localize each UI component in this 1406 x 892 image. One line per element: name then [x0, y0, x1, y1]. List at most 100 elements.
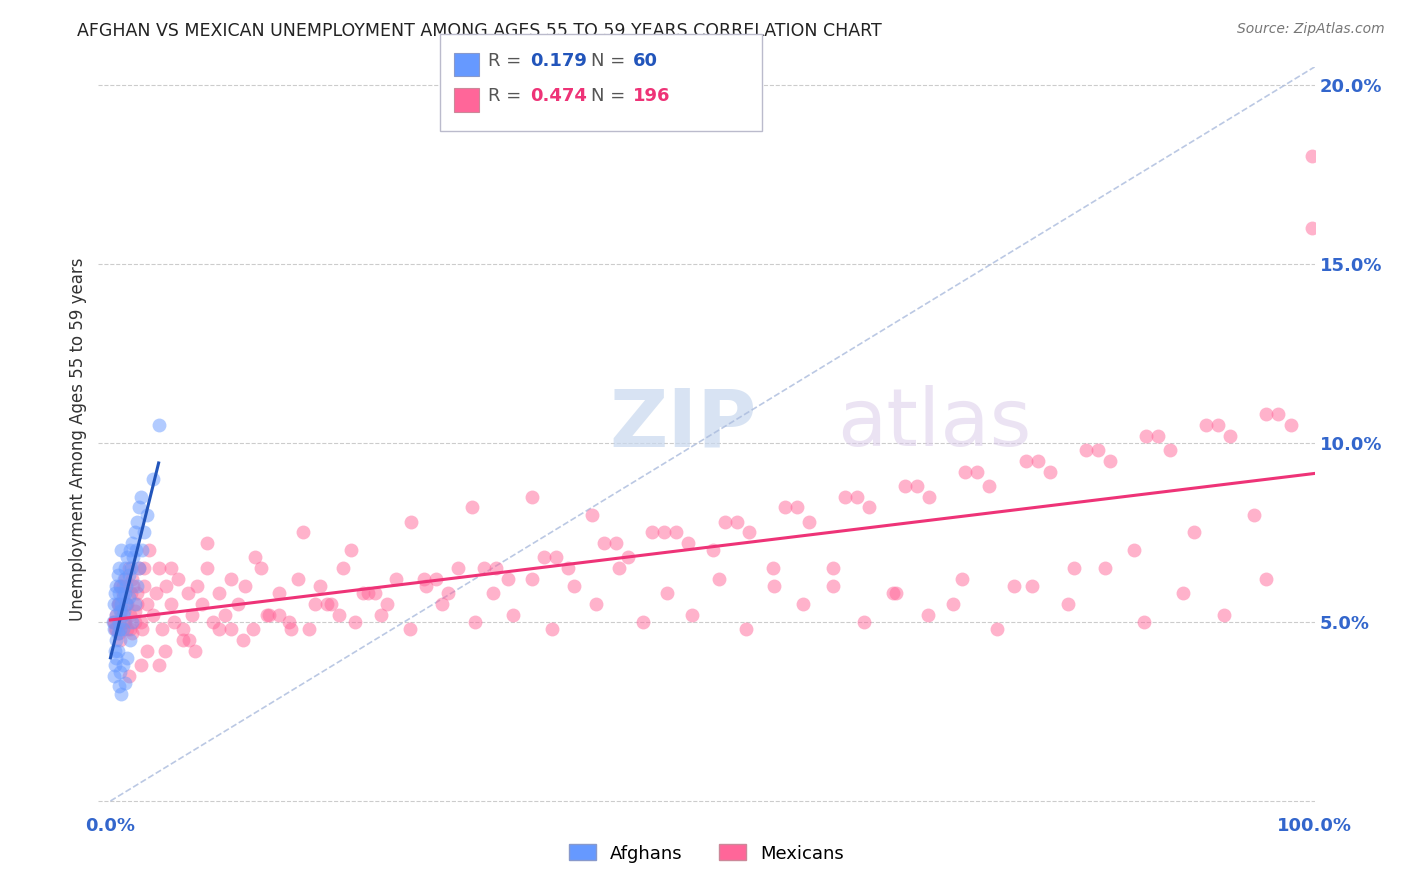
- Point: [134, 561, 156, 575]
- Point: [304, 597, 326, 611]
- Point: [472, 561, 495, 575]
- Point: [617, 550, 640, 565]
- Point: [176, 586, 198, 600]
- Point: [104, 586, 127, 600]
- Point: [242, 622, 264, 636]
- Point: [655, 586, 678, 600]
- Point: [884, 586, 907, 600]
- Point: [340, 543, 363, 558]
- Point: [430, 597, 453, 611]
- Point: [108, 597, 131, 611]
- Point: [607, 561, 630, 575]
- Point: [105, 607, 128, 622]
- Point: [105, 622, 128, 636]
- Point: [377, 597, 399, 611]
- Point: [153, 643, 176, 657]
- Point: [128, 561, 150, 575]
- Point: [1002, 579, 1025, 593]
- Point: [821, 579, 844, 593]
- Point: [129, 490, 152, 504]
- Point: [425, 572, 447, 586]
- Point: [1195, 417, 1218, 432]
- Point: [108, 632, 131, 647]
- Point: [1021, 579, 1043, 593]
- Point: [370, 607, 392, 622]
- Point: [319, 597, 342, 611]
- Point: [1098, 454, 1121, 468]
- Point: [129, 657, 152, 672]
- Point: [167, 572, 190, 586]
- Point: [309, 579, 332, 593]
- Point: [557, 561, 579, 575]
- Point: [485, 561, 508, 575]
- Point: [942, 597, 965, 611]
- Point: [256, 607, 278, 622]
- Point: [115, 597, 138, 611]
- Point: [115, 579, 138, 593]
- Point: [107, 597, 129, 611]
- Point: [399, 622, 422, 636]
- Point: [343, 615, 366, 629]
- Point: [104, 622, 127, 636]
- Point: [142, 472, 165, 486]
- Point: [186, 579, 208, 593]
- Point: [103, 615, 125, 629]
- Point: [110, 597, 132, 611]
- Point: [966, 465, 988, 479]
- Point: [118, 632, 141, 647]
- Point: [219, 622, 242, 636]
- Point: [108, 586, 131, 600]
- Point: [641, 525, 664, 540]
- Point: [1301, 221, 1323, 235]
- Point: [121, 625, 143, 640]
- Point: [208, 586, 231, 600]
- Point: [121, 615, 143, 629]
- Point: [786, 500, 808, 515]
- Text: ZIP: ZIP: [609, 385, 756, 464]
- Point: [280, 622, 302, 636]
- Point: [111, 586, 134, 600]
- Point: [125, 597, 148, 611]
- Text: 0.179: 0.179: [530, 52, 586, 70]
- Point: [110, 604, 132, 618]
- Point: [191, 597, 214, 611]
- Point: [1256, 407, 1278, 421]
- Point: [1074, 443, 1097, 458]
- Point: [436, 586, 458, 600]
- Point: [665, 525, 688, 540]
- Point: [762, 561, 785, 575]
- Point: [148, 417, 170, 432]
- Point: [277, 615, 299, 629]
- Point: [1159, 443, 1181, 458]
- Point: [120, 586, 142, 600]
- Point: [135, 597, 157, 611]
- Point: [352, 586, 374, 600]
- Point: [103, 597, 125, 611]
- Text: R =: R =: [488, 52, 527, 70]
- Point: [142, 607, 165, 622]
- Point: [117, 597, 139, 611]
- Point: [105, 632, 128, 647]
- Point: [112, 572, 135, 586]
- Point: [1243, 508, 1265, 522]
- Point: [357, 586, 380, 600]
- Point: [1039, 465, 1062, 479]
- Point: [128, 561, 150, 575]
- Text: atlas: atlas: [837, 385, 1031, 464]
- Point: [125, 543, 148, 558]
- Point: [482, 586, 505, 600]
- Point: [986, 622, 1008, 636]
- Point: [1301, 149, 1323, 163]
- Point: [101, 615, 124, 629]
- Point: [131, 543, 153, 558]
- Point: [1014, 454, 1036, 468]
- Point: [581, 508, 603, 522]
- Point: [541, 622, 564, 636]
- Point: [401, 515, 423, 529]
- Point: [114, 675, 136, 690]
- Point: [105, 607, 128, 622]
- Point: [107, 625, 129, 640]
- Point: [1213, 607, 1236, 622]
- Text: Source: ZipAtlas.com: Source: ZipAtlas.com: [1237, 22, 1385, 37]
- Point: [585, 597, 607, 611]
